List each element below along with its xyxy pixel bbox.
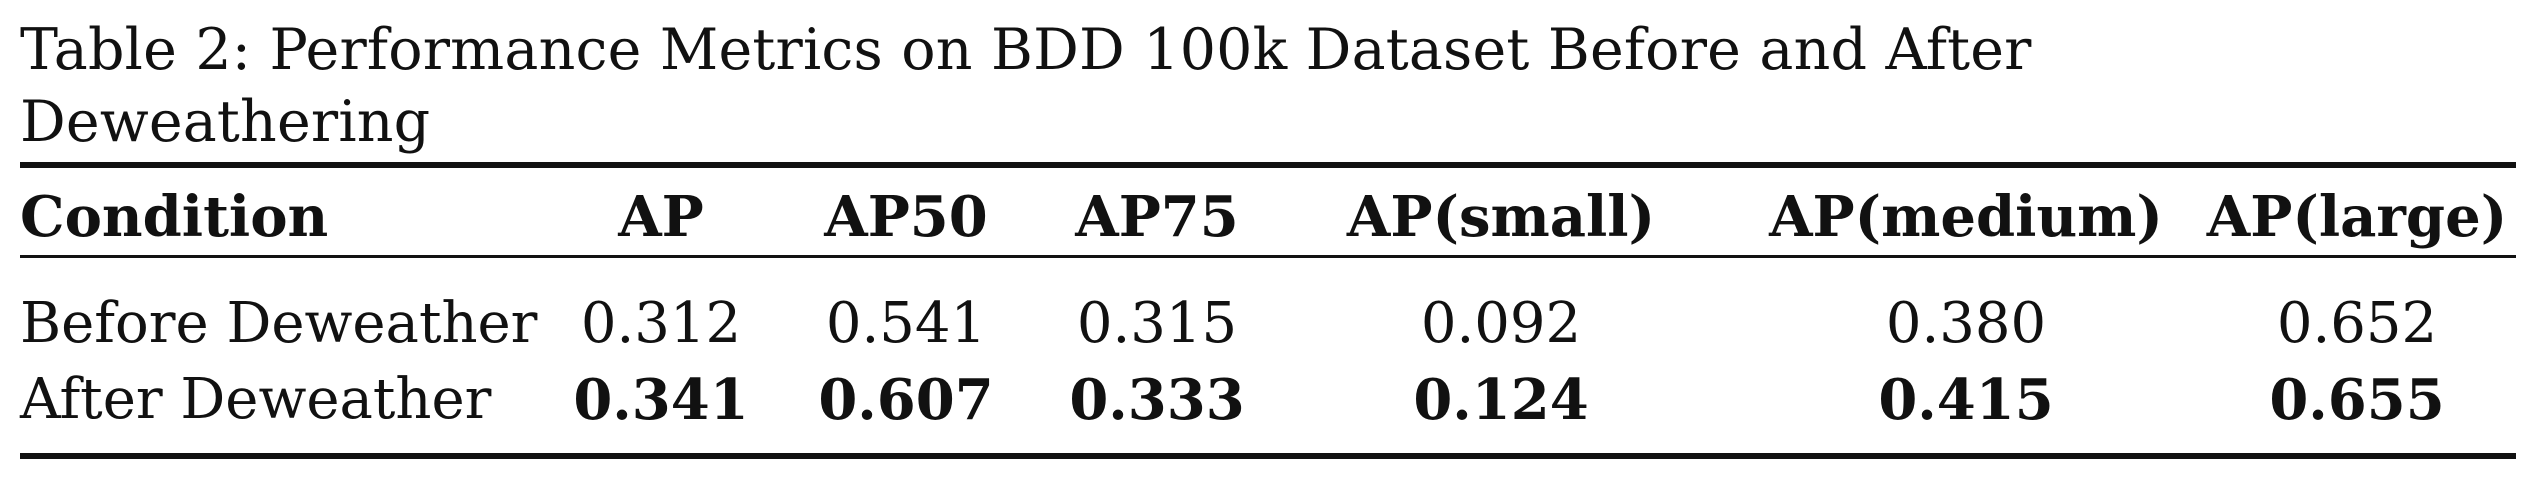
row-after-ap-small: 0.124 xyxy=(1413,367,1589,433)
caption-label: Table 2: xyxy=(20,17,252,83)
header-ap50: AP50 xyxy=(824,184,988,250)
header-condition: Condition xyxy=(20,184,329,250)
header-ap-medium: AP(medium) xyxy=(1769,184,2163,250)
caption-text: Performance Metrics on BDD 100k Dataset … xyxy=(20,17,2032,155)
row-before-ap-small: 0.092 xyxy=(1420,291,1582,356)
row-before-ap50: 0.541 xyxy=(825,291,987,356)
header-ap-small: AP(small) xyxy=(1346,184,1656,250)
row-after-ap-large: 0.655 xyxy=(2269,367,2445,433)
table-caption: Table 2: Performance Metrics on BDD 100k… xyxy=(20,14,2200,158)
row-before-condition: Before Deweather xyxy=(20,291,538,356)
header-rule xyxy=(20,255,2516,258)
row-after-ap75: 0.333 xyxy=(1069,367,1245,433)
header-ap-large: AP(large) xyxy=(2206,184,2508,250)
header-ap: AP xyxy=(618,184,704,250)
row-after-ap50: 0.607 xyxy=(818,367,994,433)
row-before-ap: 0.312 xyxy=(580,291,742,356)
row-after-ap-medium: 0.415 xyxy=(1878,367,2054,433)
row-after-condition: After Deweather xyxy=(20,367,492,432)
row-before-ap-medium: 0.380 xyxy=(1885,291,2047,356)
row-before-ap-large: 0.652 xyxy=(2276,291,2438,356)
header-ap75: AP75 xyxy=(1075,184,1239,250)
row-before-ap75: 0.315 xyxy=(1076,291,1238,356)
bottom-rule xyxy=(20,453,2516,459)
row-after-ap: 0.341 xyxy=(573,367,749,433)
top-rule xyxy=(20,162,2516,168)
